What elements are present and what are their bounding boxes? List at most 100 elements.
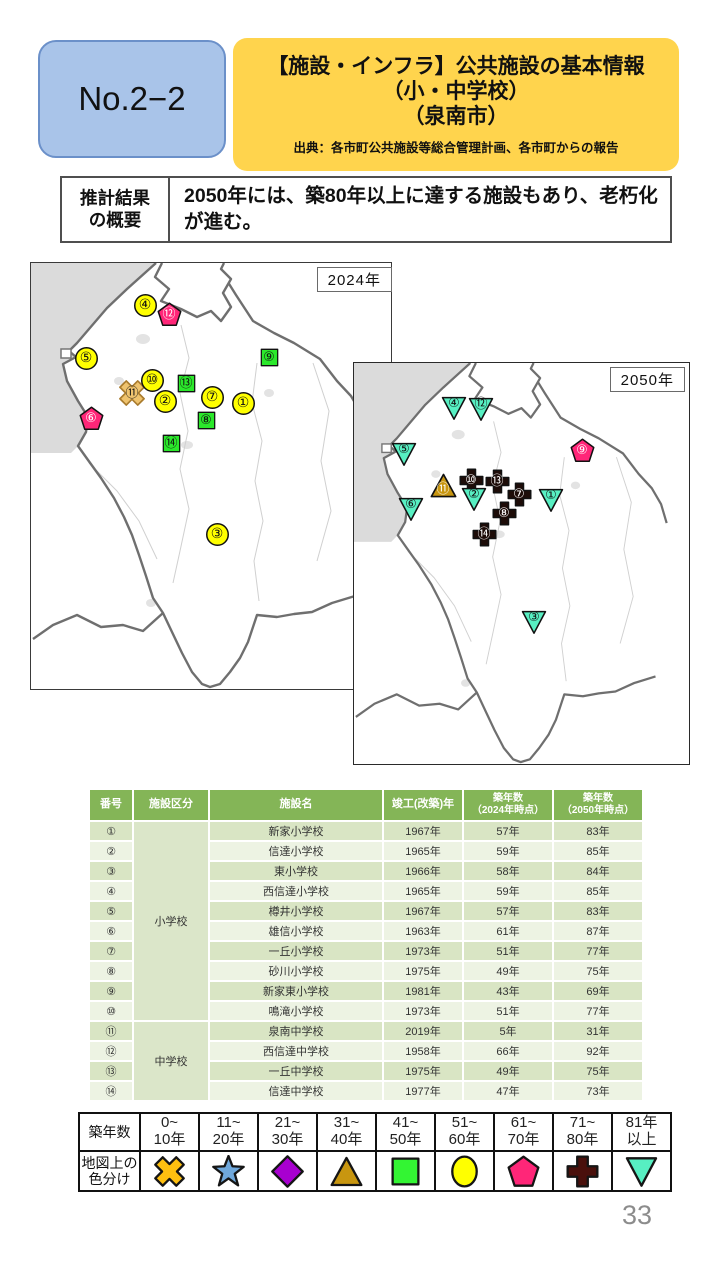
table-row: ⑬ 一丘中学校 1975年 49年 75年 [90,1062,642,1080]
facility-marker-triangle-down: ④ [441,395,467,421]
marker-number: ④ [138,297,152,313]
cell-age-2024: 59年 [464,882,552,900]
marker-number: ⑥ [405,497,417,512]
marker-number: ⑬ [490,473,504,489]
cell-built-year: 1973年 [384,942,462,960]
cell-age-2050: 75年 [554,962,642,980]
table-row: ⑥ 雄信小学校 1963年 61年 87年 [90,922,642,940]
cell-age-2024: 59年 [464,842,552,860]
column-header: 築年数 （2024年時点） [464,790,552,820]
legend-symbol-triangle-down [611,1150,672,1192]
cell-facility-name: 樽井小学校 [210,902,382,920]
facility-table-header-row: 番号 施設区分 施設名 竣工(改築)年 築年数 （2024年時点） 築年数 （2050年時点） [90,790,642,820]
legend-range-cell: 81年 以上 [611,1112,672,1152]
legend-symbol-x [139,1150,200,1192]
cell-built-year: 1958年 [384,1042,462,1060]
cell-number: ④ [90,882,132,900]
legend-symbol-row: 地図上の 色分け [78,1150,672,1192]
cell-facility-name: 泉南中学校 [210,1022,382,1040]
map-2024-year-label: 2024年 [316,267,392,292]
cell-age-2024: 47年 [464,1082,552,1100]
cell-facility-name: 東小学校 [210,862,382,880]
column-header: 番号 [90,790,132,820]
cell-built-year: 1975年 [384,962,462,980]
marker-number: ② [158,393,172,409]
cell-age-2024: 43年 [464,982,552,1000]
column-header: 施設区分 [134,790,208,820]
cell-age-2050: 83年 [554,822,642,840]
cell-number: ③ [90,862,132,880]
facility-marker-cross: ⑬ [485,469,510,494]
legend-symbol-diamond [257,1150,318,1192]
marker-number: ⑧ [498,505,510,521]
map-2024-geography [31,263,391,689]
table-row: ⑦ 一丘小学校 1973年 51年 77年 [90,942,642,960]
table-row: ⑤ 樽井小学校 1967年 57年 83年 [90,902,642,920]
legend-range-cell: 41~ 50年 [375,1112,436,1152]
facility-marker-cross: ⑦ [507,482,532,507]
cell-number: ⑥ [90,922,132,940]
facility-marker-circle: ④ [133,293,158,318]
facility-marker-circle: ③ [205,522,230,547]
summary-label-line2: の概要 [88,209,142,230]
marker-number: ③ [528,610,540,625]
cell-age-2024: 51年 [464,942,552,960]
legend-age-label: 築年数 [78,1112,141,1152]
legend-range-cell: 21~ 30年 [257,1112,318,1152]
cell-number: ⑫ [90,1042,132,1060]
page-number: 33 [622,1200,653,1230]
title-box: 【施設・インフラ】公共施設の基本情報 （小・中学校） （泉南市） 出典：各市町公… [233,38,679,171]
cell-number: ⑦ [90,942,132,960]
marker-number: ⑧ [200,412,212,428]
cell-age-2050: 83年 [554,902,642,920]
facility-marker-pentagon: ⑫ [157,302,182,327]
facility-marker-square: ⑧ [196,410,217,431]
marker-number: ⑥ [85,410,97,426]
marker-number: ⑫ [474,397,488,412]
page-title-line3: （泉南市） [403,104,509,128]
cell-age-2024: 61年 [464,922,552,940]
summary-label-line1: 推計結果 [80,187,150,208]
cell-number: ① [90,822,132,840]
summary-label: 推計結果 の概要 [62,178,170,241]
cell-age-2024: 57年 [464,822,552,840]
cell-number: ⑨ [90,982,132,1000]
facility-marker-triangle-down: ⑥ [398,496,424,522]
legend-symbol-triangle-up [316,1150,377,1192]
cell-facility-name: 雄信小学校 [210,922,382,940]
cell-built-year: 1973年 [384,1002,462,1020]
cell-number: ⑧ [90,962,132,980]
table-row: ⑨ 新家東小学校 1981年 43年 69年 [90,982,642,1000]
cell-age-2050: 31年 [554,1022,642,1040]
cell-number: ⑭ [90,1082,132,1100]
cell-facility-name: 新家小学校 [210,822,382,840]
legend-range-cell: 51~ 60年 [434,1112,495,1152]
cell-age-2050: 84年 [554,862,642,880]
facility-marker-triangle-down: ① [538,487,564,513]
marker-number: ⑨ [576,442,588,458]
marker-number: ⑬ [179,375,193,391]
cell-age-2050: 75年 [554,1062,642,1080]
marker-number: ⑫ [162,306,176,322]
facility-marker-x: ⑪ [118,379,146,407]
cell-age-2050: 92年 [554,1042,642,1060]
legend-range-row: 築年数 0~ 10年 11~ 20年 21~ 30年 31~ 40年 41~ 50年 51~ 60年 61… [78,1112,672,1152]
cell-facility-name: 信達中学校 [210,1082,382,1100]
cell-built-year: 1963年 [384,922,462,940]
cell-facility-name: 一丘中学校 [210,1062,382,1080]
facility-marker-cross: ⑧ [492,501,517,526]
cell-built-year: 2019年 [384,1022,462,1040]
legend-symbol-square [375,1150,436,1192]
cell-number: ⑩ [90,1002,132,1020]
facility-marker-triangle-down: ⑤ [391,441,417,467]
marker-number: ⑪ [125,385,139,401]
facility-marker-square: ⑬ [176,373,197,394]
marker-number: ④ [448,396,460,411]
column-header: 築年数 （2050年時点） [554,790,642,820]
summary-text: 2050年には、築80年以上に達する施設もあり、老朽化が進む。 [184,185,658,233]
facility-marker-circle: ② [153,389,178,414]
cell-facility-name: 新家東小学校 [210,982,382,1000]
